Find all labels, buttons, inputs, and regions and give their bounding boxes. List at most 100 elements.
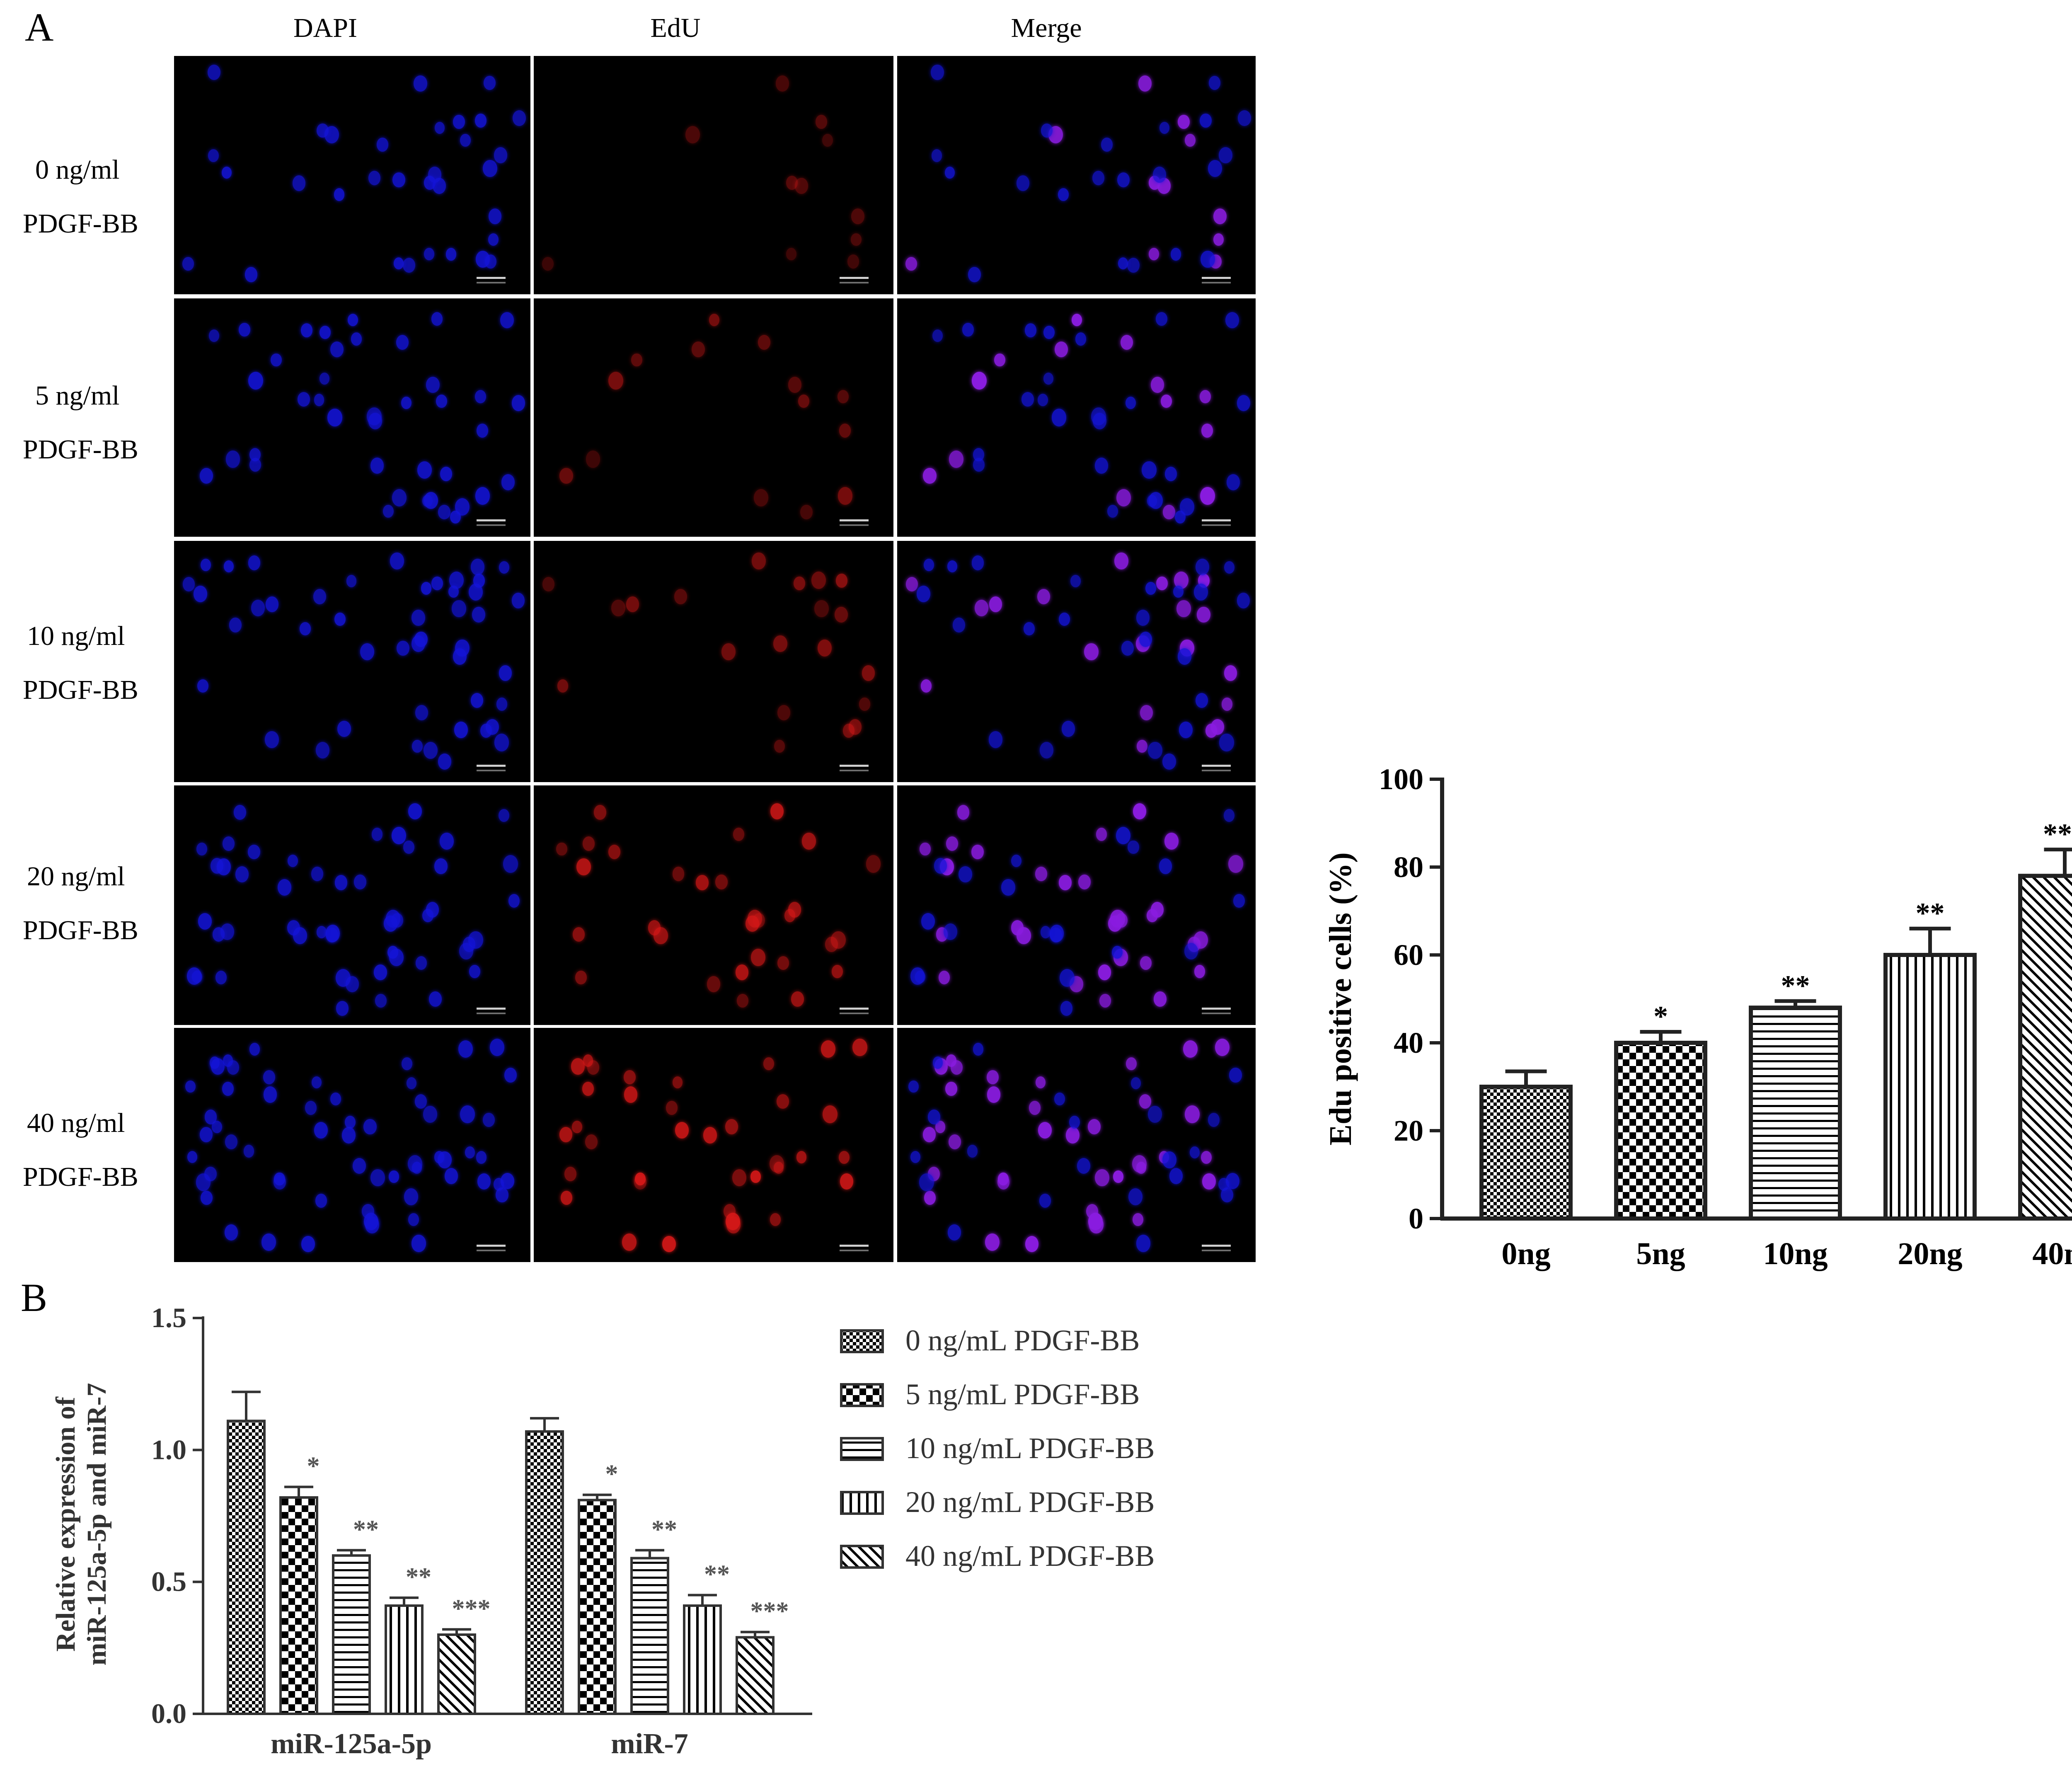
nucleus — [453, 115, 465, 129]
nucleus — [1021, 392, 1034, 407]
nucleus — [1179, 722, 1193, 739]
nucleus — [499, 561, 509, 574]
nucleus — [988, 731, 1003, 748]
nucleus — [1220, 1187, 1234, 1203]
nucleus — [1035, 867, 1048, 881]
nucleus — [557, 679, 569, 693]
nucleus — [814, 600, 829, 618]
nucleus — [360, 643, 375, 661]
nucleus — [1201, 1151, 1212, 1164]
nucleus — [1061, 720, 1075, 737]
nucleus — [476, 1151, 487, 1164]
nucleus — [211, 858, 224, 874]
nucleus — [838, 1151, 850, 1164]
nucleus — [465, 1146, 475, 1159]
micrograph-edu-row-3 — [534, 785, 893, 1025]
scale-bar-label — [477, 1250, 506, 1251]
nucleus — [1043, 326, 1055, 339]
row-label-0-conc: 0 ng/ml — [35, 155, 120, 185]
nucleus — [997, 1172, 1009, 1186]
nucleus — [631, 353, 642, 367]
nucleus — [1193, 584, 1208, 601]
scale-bar — [840, 277, 869, 279]
micrograph-merge-row-4 — [897, 1028, 1256, 1262]
nucleus — [209, 329, 220, 342]
nucleus — [924, 1191, 936, 1205]
significance-label: * — [605, 1460, 618, 1488]
nucleus — [947, 560, 957, 572]
nucleus — [1233, 894, 1245, 908]
nucleus — [370, 458, 384, 474]
expression-legend: 0 ng/mL PDGF-BB 5 ng/mL PDGF-BB 10 ng/mL P… — [840, 1324, 1155, 1572]
nucleus — [199, 468, 213, 484]
nucleus — [839, 424, 851, 438]
nucleus — [483, 1113, 495, 1127]
nucleus — [944, 923, 958, 940]
row-label-4-conc: 40 ng/ml — [27, 1108, 125, 1138]
nucleus — [994, 353, 1005, 367]
nucleus — [431, 576, 443, 591]
nucleus — [1159, 858, 1172, 874]
nucleus — [445, 248, 457, 261]
nucleus — [209, 1056, 220, 1069]
scale-bar — [840, 1245, 869, 1247]
nucleus — [1184, 943, 1198, 959]
nucleus — [222, 1081, 234, 1096]
panel-a-label: A — [25, 5, 54, 49]
nucleus — [200, 558, 211, 571]
nucleus — [197, 679, 208, 693]
nucleus — [1132, 1155, 1147, 1173]
nucleus — [945, 1081, 957, 1096]
nucleus — [1139, 631, 1152, 647]
nucleus — [1228, 855, 1243, 873]
row-label-1: 5 ng/ml PDGF-BB — [23, 369, 189, 477]
micrograph-merge-row-3 — [897, 785, 1256, 1025]
nucleus — [1091, 407, 1106, 425]
significance-label: *** — [2043, 819, 2072, 850]
nucleus — [763, 1057, 774, 1070]
nucleus — [1131, 1077, 1141, 1090]
nucleus — [193, 586, 207, 603]
nucleus — [469, 584, 483, 601]
y-axis-title-line: miR-125a-5p and miR-7 — [82, 1383, 112, 1665]
nucleus — [1201, 250, 1215, 268]
nucleus — [843, 723, 855, 738]
micrograph-merge-row-0 — [897, 56, 1256, 294]
nucleus — [475, 250, 490, 268]
nucleus — [233, 804, 246, 820]
nucleus — [390, 552, 404, 569]
nucleus — [414, 1094, 427, 1109]
nucleus — [725, 1213, 740, 1230]
nucleus — [1038, 394, 1048, 406]
nucleus — [229, 618, 242, 633]
nucleus — [417, 461, 432, 479]
nucleus — [334, 188, 345, 201]
nucleus — [920, 842, 931, 856]
nucleus — [495, 1187, 508, 1203]
nucleus — [1098, 964, 1111, 981]
micrograph-dapi-row-1 — [174, 298, 530, 537]
significance-label: * — [1653, 1001, 1668, 1033]
nucleus — [1114, 552, 1129, 569]
nucleus — [920, 679, 932, 693]
nucleus — [673, 1076, 683, 1088]
nucleus — [249, 448, 261, 462]
nucleus — [685, 126, 700, 144]
nucleus — [392, 172, 405, 187]
nucleus — [408, 803, 422, 820]
nucleus — [773, 635, 787, 652]
nucleus — [354, 874, 367, 889]
nucleus — [483, 160, 497, 177]
nucleus — [770, 803, 784, 820]
nucleus — [1156, 576, 1168, 591]
nucleus — [951, 1060, 963, 1075]
col-label-dapi: DAPI — [293, 13, 357, 43]
nucleus — [1194, 965, 1205, 978]
scale-bar — [1202, 1008, 1231, 1010]
nucleus — [312, 1076, 322, 1088]
nucleus — [204, 1110, 217, 1125]
nucleus — [1011, 855, 1022, 867]
nucleus — [1164, 466, 1177, 481]
nucleus — [583, 1054, 593, 1067]
nucleus — [1237, 395, 1251, 411]
